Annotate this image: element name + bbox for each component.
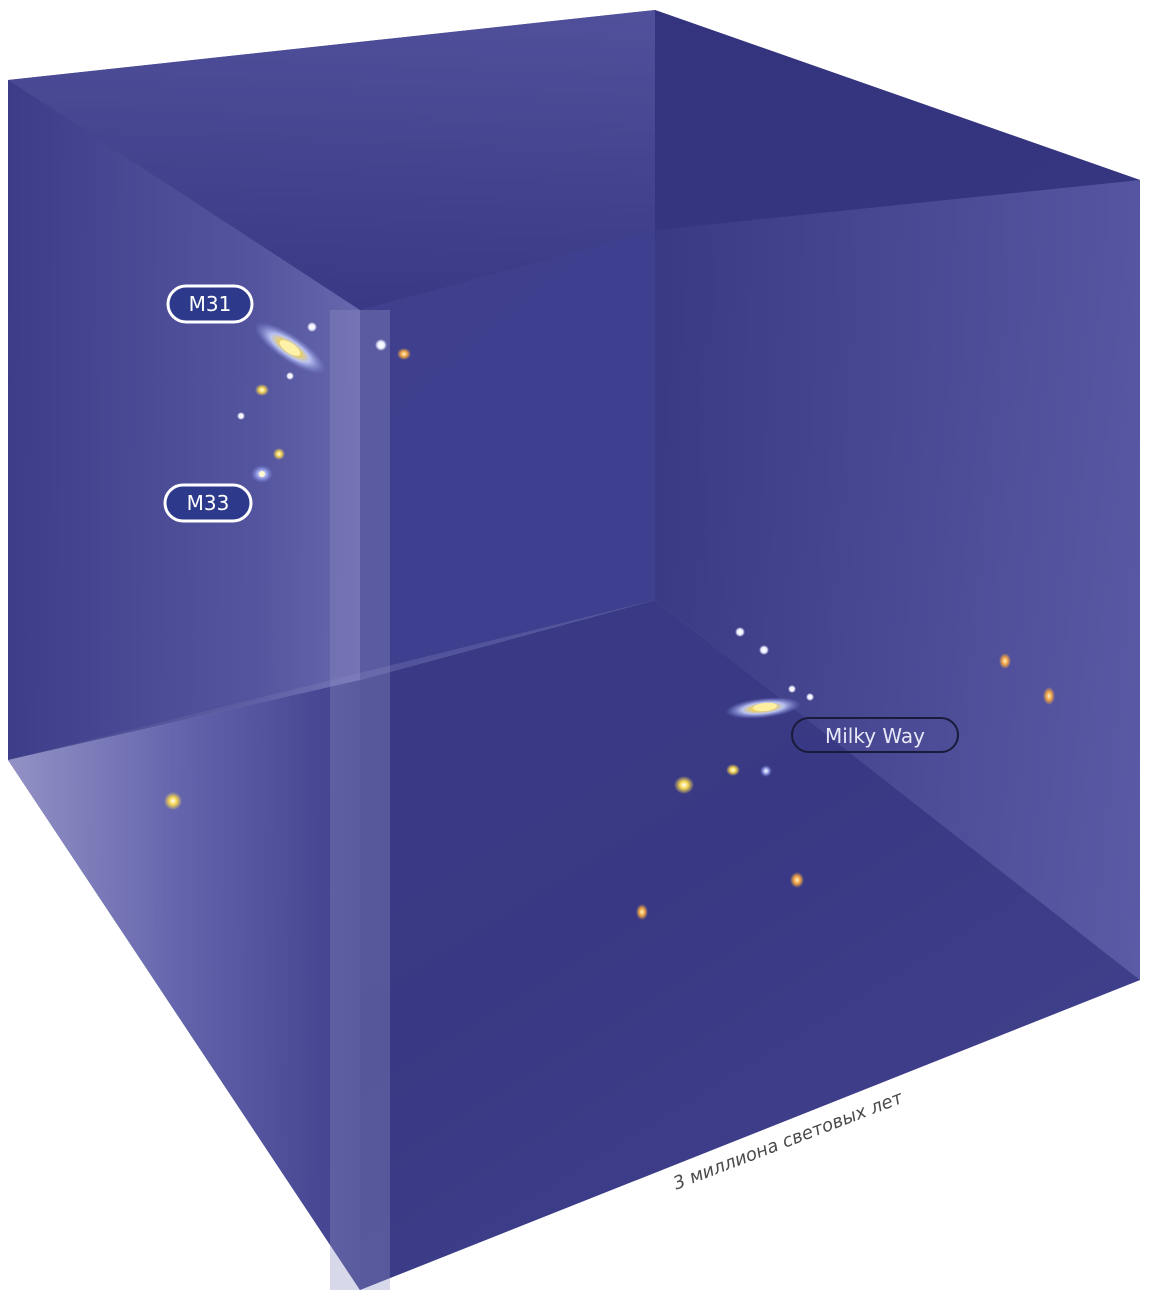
cube-inner-right-wall	[655, 180, 1140, 980]
m33-core	[259, 471, 265, 477]
galaxy-dot	[255, 384, 269, 396]
cube-inner-back-wall	[360, 230, 655, 680]
milky-way-core	[753, 702, 777, 712]
cube-top-rim	[8, 10, 655, 310]
galaxy-dot	[735, 627, 745, 637]
galaxy-dot	[286, 372, 294, 380]
galaxy-group-andromeda	[237, 322, 411, 483]
galaxy-dot	[674, 776, 694, 794]
m31-badge	[166, 284, 254, 324]
galaxy-dot	[790, 872, 804, 888]
galaxy-dot	[375, 339, 387, 351]
galaxy-dot	[307, 322, 317, 332]
m31-label-text: M31	[189, 292, 232, 316]
galaxy-dot	[788, 685, 796, 693]
galaxy-dot	[636, 904, 648, 920]
m33-label: M33	[163, 483, 253, 523]
cube-front-edge	[330, 310, 390, 1290]
cube-front-face	[8, 680, 360, 1290]
m31-label: M31	[166, 284, 254, 324]
galaxy-dot	[164, 792, 182, 810]
cube-front-right-face	[360, 600, 1140, 1290]
milky-way-label-text: Milky Way	[825, 724, 925, 748]
milky-way-badge	[791, 717, 959, 753]
cube	[8, 10, 1140, 1290]
galaxy-dot	[1043, 687, 1055, 705]
m33-label-text: M33	[187, 491, 230, 515]
galaxy-group-milky-way	[164, 627, 1055, 920]
cube-left-inner-wall	[8, 80, 360, 760]
m33-badge	[163, 483, 253, 523]
galaxy-dot	[273, 448, 285, 460]
galaxy-dot	[397, 348, 411, 360]
galaxy-dot	[760, 765, 772, 777]
galaxy-dot	[806, 693, 814, 701]
galaxy-dot	[237, 412, 245, 420]
galaxy-dot	[759, 645, 769, 655]
cube-top-rim-right	[655, 10, 1140, 230]
galaxy-dot	[999, 653, 1011, 669]
galaxy-dot	[726, 764, 740, 776]
milky-way-label: Milky Way	[791, 717, 959, 753]
m31-core	[279, 340, 301, 356]
